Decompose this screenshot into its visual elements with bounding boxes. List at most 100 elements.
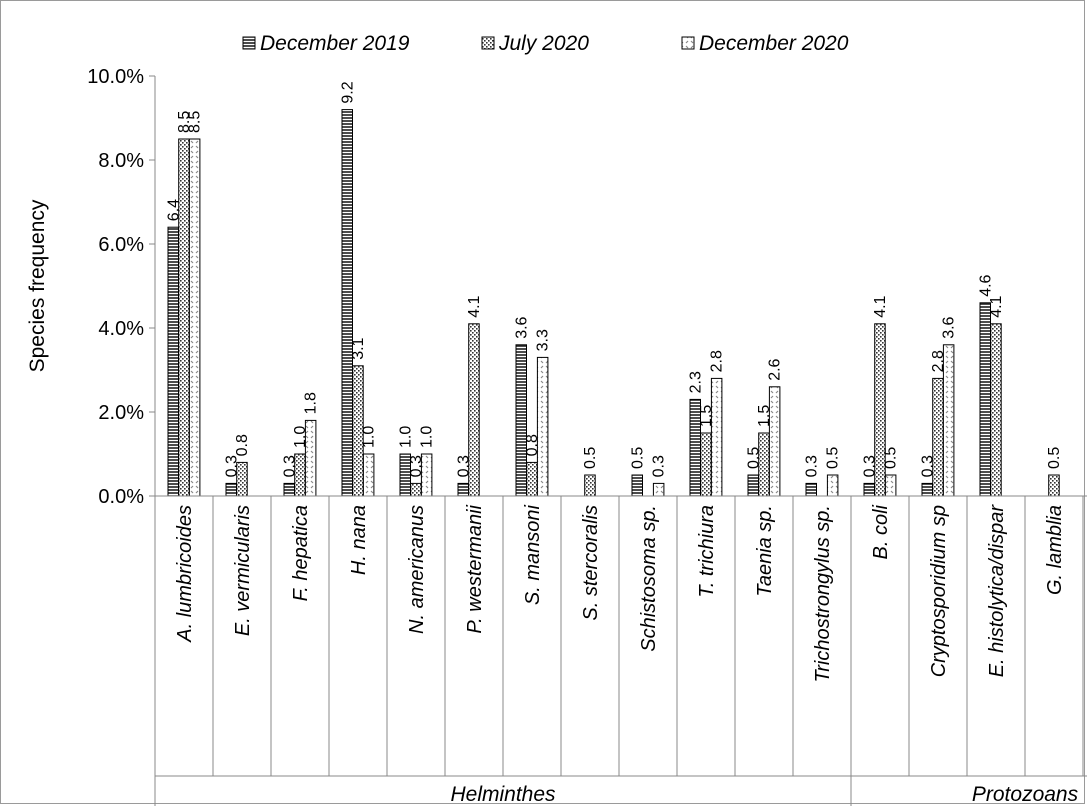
bar-december-2019-trichostrongylus-sp bbox=[805, 482, 817, 497]
data-label-december-2019-schistosoma-sp: 0.5 bbox=[629, 447, 646, 469]
data-label-december-2019-t-trichiura: 2.3 bbox=[687, 371, 704, 393]
bar-july-2020-n-americanus bbox=[410, 482, 422, 497]
data-label-july-2020-b-coli: 4.1 bbox=[872, 295, 889, 317]
bar-december-2019-taenia-sp bbox=[747, 474, 759, 497]
data-label-december-2019-a-lumbricoides: 6.4 bbox=[165, 199, 182, 221]
legend-label-december-2020: December 2020 bbox=[699, 32, 849, 55]
y-axis: 0.0% 2.0% 4.0% 6.0% 8.0% 10.0% bbox=[87, 66, 156, 508]
data-label-december-2020-a-lumbricoides: 8.5 bbox=[187, 111, 204, 133]
y-tick-label: 6.0% bbox=[98, 234, 144, 256]
group-label-protozoans: Protozoans bbox=[972, 783, 1079, 806]
x-tick-label-t-trichiura: T. trichiura bbox=[696, 505, 718, 598]
data-label-december-2020-trichostrongylus-sp: 0.5 bbox=[825, 447, 842, 469]
x-tick-label-n-americanus: N. americanus bbox=[406, 505, 428, 634]
y-tick-label: 4.0% bbox=[98, 318, 144, 340]
bar-december-2019-e-vermicularis bbox=[225, 482, 237, 497]
data-label-december-2019-e-vermicularis: 0.3 bbox=[223, 455, 240, 477]
x-tick-label-p-westermanii: P. westermanii bbox=[464, 504, 486, 633]
bar-december-2020-t-trichiura bbox=[710, 377, 723, 497]
group-label-helminthes: Helminthes bbox=[450, 783, 556, 806]
data-label-july-2020-s-stercoralis: 0.5 bbox=[582, 447, 599, 469]
data-label-december-2020-h-nana: 1.0 bbox=[361, 426, 378, 448]
bar-july-2020-a-lumbricoides bbox=[178, 138, 190, 497]
legend-swatch-december-2019 bbox=[242, 36, 256, 50]
y-tick-label: 2.0% bbox=[98, 402, 144, 424]
data-label-december-2019-taenia-sp: 0.5 bbox=[745, 447, 762, 469]
data-label-december-2020-t-trichiura: 2.8 bbox=[709, 350, 726, 372]
bar-december-2020-taenia-sp bbox=[768, 386, 781, 497]
bars bbox=[167, 109, 1060, 497]
data-label-july-2020-h-nana: 3.1 bbox=[350, 337, 367, 359]
bar-december-2019-schistosoma-sp bbox=[631, 474, 643, 497]
data-label-december-2019-b-coli: 0.3 bbox=[861, 455, 878, 477]
x-tick-label-a-lumbricoides: A. lumbricoides bbox=[174, 505, 196, 643]
x-axis: Helminthes Protozoans A. lumbricoides E. ve… bbox=[154, 495, 1087, 806]
bar-july-2020-s-mansoni bbox=[526, 461, 538, 497]
bar-july-2020-e-histolytica-dispar bbox=[990, 323, 1002, 497]
data-label-december-2019-h-nana: 9.2 bbox=[339, 81, 356, 103]
data-label-december-2019-p-westermanii: 0.3 bbox=[455, 455, 472, 477]
bar-december-2020-h-nana bbox=[362, 453, 375, 497]
x-tick-label-g-lamblia: G. lamblia bbox=[1044, 505, 1066, 595]
data-label-july-2020-taenia-sp: 1.5 bbox=[756, 405, 773, 427]
data-label-july-2020-a-lumbricoides: 8.5 bbox=[176, 111, 193, 133]
x-tick-label-f-hepatica: F. hepatica bbox=[290, 505, 312, 601]
bar-december-2019-f-hepatica bbox=[283, 482, 295, 497]
data-label-july-2020-e-vermicularis: 0.8 bbox=[234, 434, 251, 456]
data-label-december-2020-b-coli: 0.5 bbox=[883, 447, 900, 469]
x-tick-label-b-coli: B. coli bbox=[870, 504, 892, 559]
data-label-december-2020-f-hepatica: 1.8 bbox=[303, 392, 320, 414]
data-label-december-2020-n-americanus: 1.0 bbox=[419, 426, 436, 448]
bar-december-2019-s-mansoni bbox=[515, 344, 527, 497]
data-label-july-2020-cryptosporidium-sp: 2.8 bbox=[930, 350, 947, 372]
bar-december-2019-a-lumbricoides bbox=[167, 226, 179, 497]
data-label-july-2020-e-histolytica-dispar: 4.1 bbox=[988, 295, 1005, 317]
y-tick-label: 0.0% bbox=[98, 486, 144, 508]
data-label-july-2020-t-trichiura: 1.5 bbox=[698, 405, 715, 427]
data-label-december-2020-taenia-sp: 2.6 bbox=[767, 358, 784, 380]
x-tick-label-s-stercoralis: S. stercoralis bbox=[580, 505, 602, 621]
data-label-december-2019-trichostrongylus-sp: 0.3 bbox=[803, 455, 820, 477]
data-label-december-2019-n-americanus: 1.0 bbox=[397, 426, 414, 448]
x-tick-label-trichostrongylus-sp: Trichostrongylus sp. bbox=[812, 505, 834, 682]
data-label-july-2020-p-westermanii: 4.1 bbox=[466, 295, 483, 317]
bar-july-2020-s-stercoralis bbox=[584, 474, 596, 497]
bar-december-2019-h-nana bbox=[341, 109, 353, 497]
x-tick-label-s-mansoni: S. mansoni bbox=[522, 504, 544, 605]
x-tick-label-e-vermicularis: E. vermicularis bbox=[232, 505, 254, 636]
data-label-december-2020-schistosoma-sp: 0.3 bbox=[651, 455, 668, 477]
bar-december-2019-b-coli bbox=[863, 482, 875, 497]
legend: December 2019 July 2020 December 2020 bbox=[242, 32, 849, 55]
data-label-december-2020-cryptosporidium-sp: 3.6 bbox=[941, 316, 958, 338]
data-label-december-2019-s-mansoni: 3.6 bbox=[513, 316, 530, 338]
bar-december-2020-schistosoma-sp bbox=[652, 482, 665, 497]
x-tick-label-h-nana: H. nana bbox=[348, 505, 370, 575]
y-tick-label: 8.0% bbox=[98, 150, 144, 172]
bar-july-2020-t-trichiura bbox=[700, 432, 712, 497]
data-label-july-2020-s-mansoni: 0.8 bbox=[524, 434, 541, 456]
x-tick-label-taenia-sp: Taenia sp. bbox=[754, 505, 776, 597]
y-axis-title: Species frequency bbox=[26, 199, 49, 372]
bar-december-2020-s-mansoni bbox=[536, 356, 549, 497]
data-label-december-2020-s-mansoni: 3.3 bbox=[535, 329, 552, 351]
bar-labels: 6.4 0.3 0.3 9.2 1.0 0.3 3.6 0.5 2.3 0.5 0.3 0.3 0.3 4… bbox=[165, 81, 1063, 477]
legend-label-december-2019: December 2019 bbox=[260, 32, 410, 55]
legend-swatch-december-2020 bbox=[681, 36, 695, 50]
x-tick-label-schistosoma-sp: Schistosoma sp. bbox=[638, 505, 660, 652]
legend-swatch-july-2020 bbox=[481, 36, 495, 50]
bar-december-2019-p-westermanii bbox=[457, 482, 469, 497]
x-tick-label-cryptosporidium-sp: Cryptosporidium sp bbox=[928, 505, 950, 677]
bar-july-2020-g-lamblia bbox=[1048, 474, 1060, 497]
bar-december-2019-e-histolytica-dispar bbox=[979, 302, 991, 497]
y-tick-label: 10.0% bbox=[87, 66, 144, 88]
bar-december-2019-cryptosporidium-sp bbox=[921, 482, 933, 497]
x-tick-label-e-histolytica-dispar: E. histolytica/dispar bbox=[986, 504, 1008, 678]
data-label-december-2019-f-hepatica: 0.3 bbox=[281, 455, 298, 477]
data-label-july-2020-f-hepatica: 1.0 bbox=[292, 426, 309, 448]
bar-december-2020-b-coli bbox=[884, 474, 897, 497]
data-label-december-2019-e-histolytica-dispar: 4.6 bbox=[977, 274, 994, 296]
data-label-december-2019-cryptosporidium-sp: 0.3 bbox=[919, 455, 936, 477]
bar-december-2020-trichostrongylus-sp bbox=[826, 474, 839, 497]
